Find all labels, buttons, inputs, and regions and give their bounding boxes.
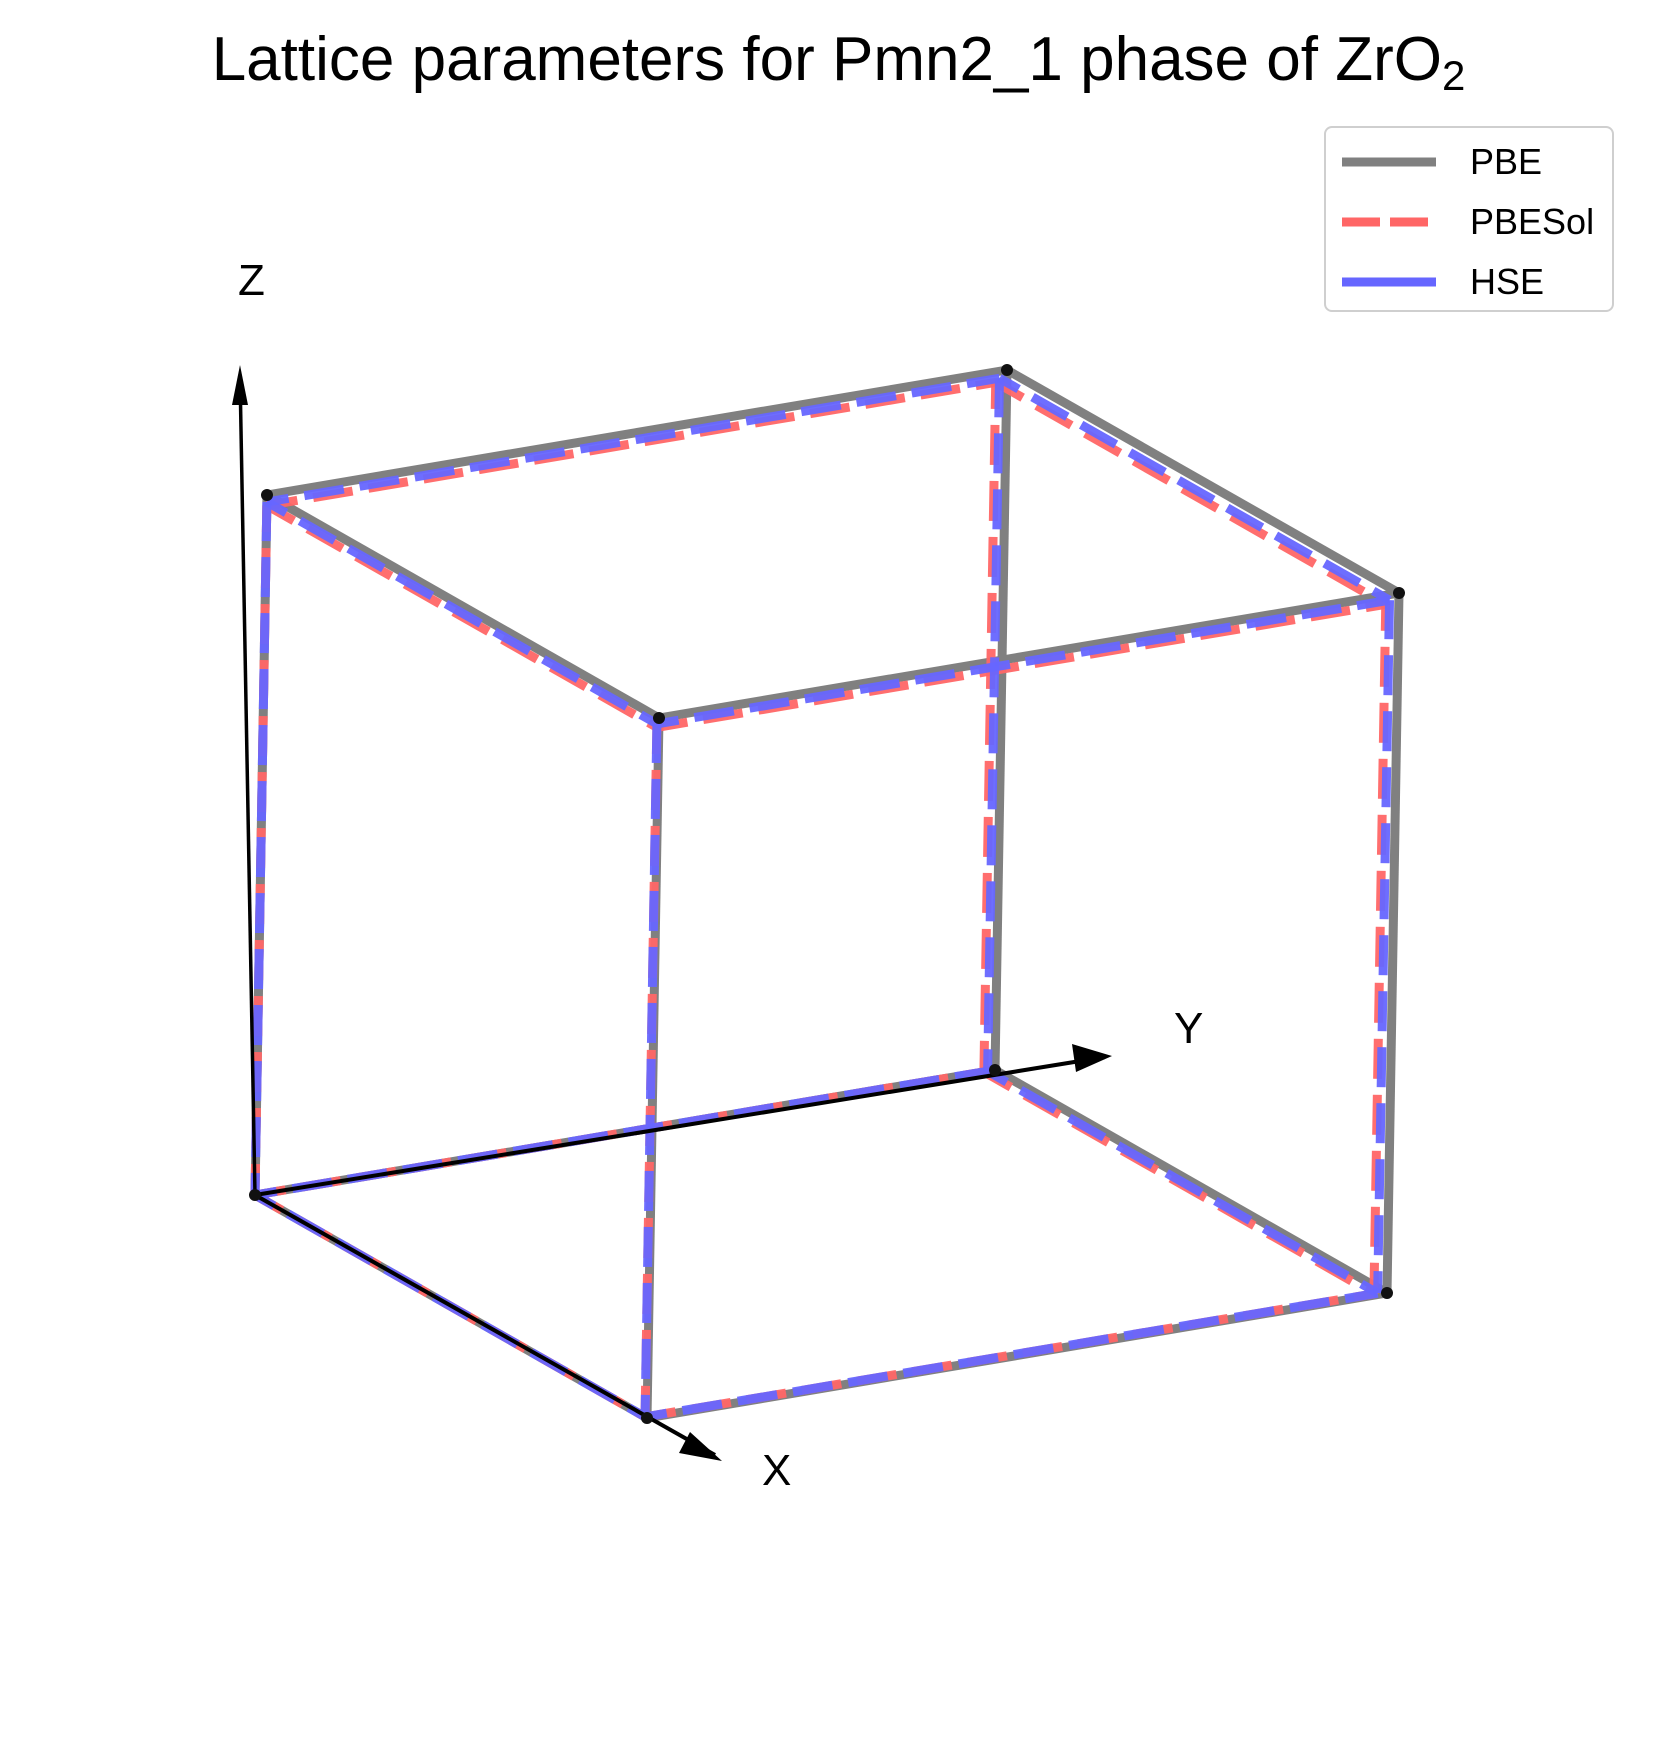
edge-pbe-10 <box>658 588 1400 723</box>
corner-marker-7 <box>1393 587 1405 599</box>
lattice-boxes <box>250 365 1404 1423</box>
corner-marker-1 <box>641 1412 653 1424</box>
edge-pbesol-11 <box>993 378 1388 609</box>
edge-hse-9 <box>1373 600 1395 1294</box>
edge-hse-11 <box>997 374 1392 605</box>
z-axis-label: Z <box>238 256 265 305</box>
edge-pbe-7 <box>264 491 662 722</box>
edge-hse-4 <box>640 723 662 1417</box>
legend-swatch-hse <box>1342 277 1436 287</box>
z-axis-arrow <box>238 374 257 1196</box>
lattice-box-pbe <box>250 365 1404 1423</box>
edge-hse-7 <box>264 498 660 728</box>
edge-pbe-8 <box>266 365 1008 500</box>
y-axis-label: Y <box>1174 1004 1204 1053</box>
lattice-box-hse <box>250 373 1395 1422</box>
z-arrow-head <box>232 365 248 405</box>
corner-marker-6 <box>1001 364 1013 376</box>
x-axis-label: X <box>762 1446 792 1495</box>
edge-hse-10 <box>656 595 1391 729</box>
x-axis-arrow <box>254 1193 716 1457</box>
legend-swatch-pbesol <box>1342 217 1436 227</box>
corner-marker-0 <box>249 1189 261 1201</box>
edge-hse-5 <box>985 1067 1380 1298</box>
corner-marker-4 <box>1381 1287 1393 1299</box>
chart-title: Lattice parameters for Pmn2_1 phase of Z… <box>211 25 1466 99</box>
y-axis-arrow <box>254 1055 1106 1197</box>
legend-label-pbesol: PBESol <box>1470 201 1595 242</box>
corner-marker-5 <box>653 712 665 724</box>
lattice-box-pbesol <box>250 377 1391 1422</box>
edge-pbe-11 <box>1004 366 1402 597</box>
edge-hse-8 <box>266 373 1001 507</box>
legend-label-hse: HSE <box>1470 261 1545 302</box>
legend-label-pbe: PBE <box>1470 141 1543 182</box>
y-arrow-head <box>1072 1044 1112 1072</box>
edge-pbe-5 <box>992 1066 1390 1297</box>
legend: PBE PBESol HSE <box>1324 126 1614 312</box>
corner-markers <box>249 364 1405 1424</box>
edge-pbe-6 <box>990 369 1012 1071</box>
edge-pbe-9 <box>1382 592 1404 1294</box>
legend-swatch-pbe <box>1342 157 1436 167</box>
corner-marker-2 <box>989 1064 1001 1076</box>
corner-marker-3 <box>261 489 273 501</box>
edge-hse-3 <box>644 1288 1379 1422</box>
x-arrow-head <box>679 1432 722 1461</box>
edge-hse-6 <box>983 378 1004 1072</box>
edge-hse-2 <box>250 501 272 1196</box>
coordinate-axes <box>232 365 1112 1461</box>
